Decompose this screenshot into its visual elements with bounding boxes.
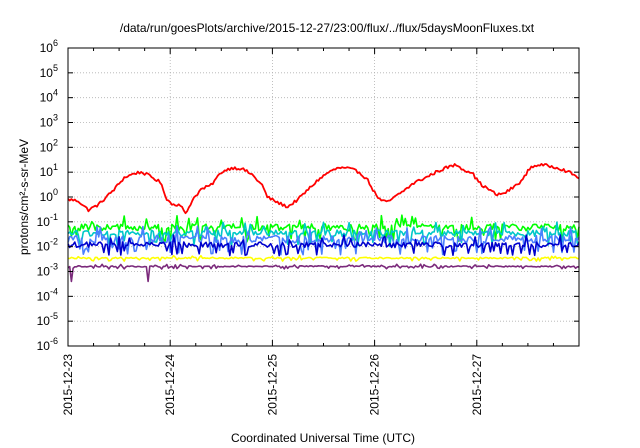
series-line-3 — [67, 225, 580, 256]
y-tick-label: 106 — [40, 38, 58, 55]
x-tick-label: 2015-12-25 — [265, 354, 279, 416]
y-axis-label: protons/cm²-s-sr-MeV — [17, 139, 31, 255]
y-tick-label: 10-2 — [37, 237, 58, 254]
grid-layer — [68, 47, 579, 347]
series-line-0 — [67, 162, 580, 215]
chart-title: /data/run/goesPlots/archive/2015-12-27/2… — [120, 21, 535, 35]
series-line-5 — [67, 254, 580, 262]
y-axis: 10-6 10-5 10-4 10-3 10-2 10-1 100 101 102 103 104 1… — [37, 38, 579, 353]
series-layer — [67, 162, 580, 283]
x-axis: 2015-12-23 2015-12-24 2015-12-25 2015-12-26… — [61, 48, 580, 416]
y-tick-label: 105 — [40, 63, 58, 80]
y-tick-label: 102 — [40, 137, 58, 154]
y-tick-label: 10-5 — [37, 311, 58, 328]
y-tick-label: 10-1 — [37, 212, 58, 229]
x-tick-label: 2015-12-26 — [368, 354, 382, 416]
series-line-4 — [67, 234, 580, 257]
y-tick-label: 100 — [40, 187, 58, 204]
y-tick-label: 103 — [40, 113, 58, 130]
x-tick-label: 2015-12-24 — [163, 354, 177, 416]
y-tick-label: 101 — [40, 162, 58, 179]
y-tick-label: 10-3 — [37, 262, 58, 279]
series-line-2 — [67, 221, 580, 247]
x-tick-label: 2015-12-23 — [61, 354, 75, 416]
series-line-6 — [67, 263, 580, 283]
x-tick-label: 2015-12-27 — [470, 354, 484, 416]
y-tick-label: 10-4 — [37, 286, 58, 303]
x-axis-label: Coordinated Universal Time (UTC) — [231, 431, 415, 445]
y-tick-label: 10-6 — [37, 336, 58, 353]
y-tick-label: 104 — [40, 88, 58, 105]
